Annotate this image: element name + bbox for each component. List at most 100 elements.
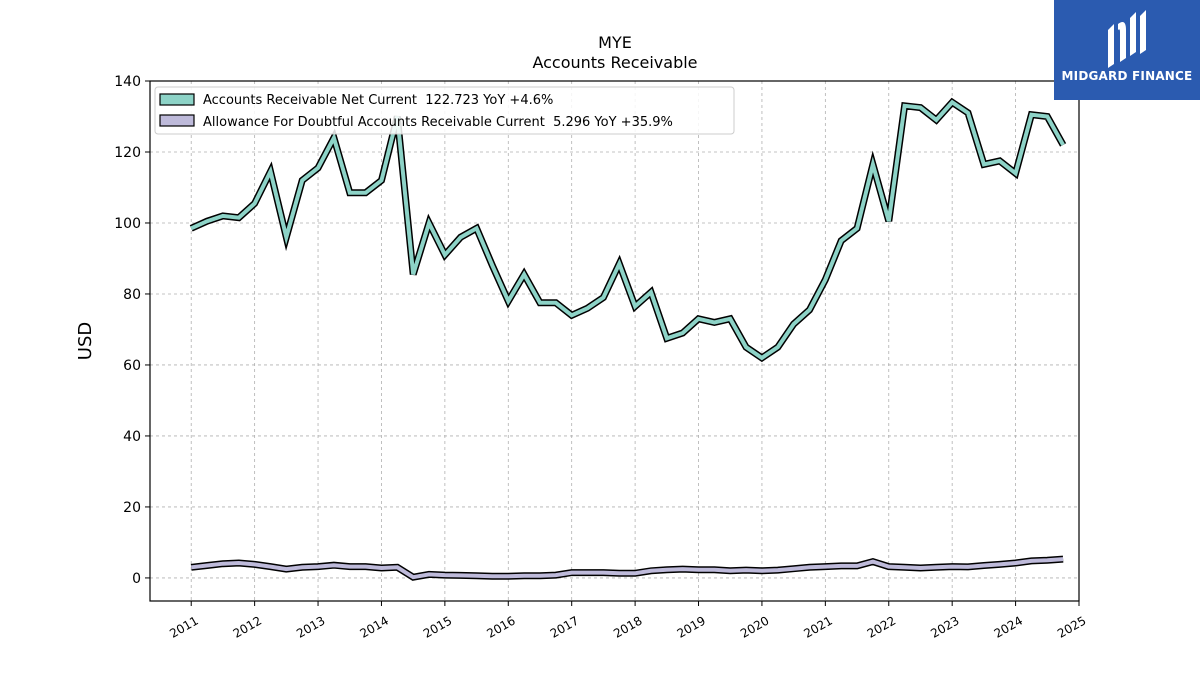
series-1-point xyxy=(823,565,827,569)
series-1-point xyxy=(300,565,304,569)
series-1-point xyxy=(697,568,701,572)
y-tick-label: 20 xyxy=(123,500,141,516)
y-tick-label: 0 xyxy=(132,571,141,587)
series-0-point xyxy=(728,317,732,321)
x-tick-label: 2012 xyxy=(231,613,264,640)
series-1-point xyxy=(1045,558,1049,562)
series-1-line xyxy=(190,557,1064,580)
brand-logo: MIDGARD FINANCE xyxy=(1054,0,1200,100)
series-1-point xyxy=(649,569,653,573)
legend-label-1: Allowance For Doubtful Accounts Receivab… xyxy=(203,115,673,130)
series-0-point xyxy=(221,214,225,218)
series-0-point xyxy=(443,253,447,257)
x-tick-label: 2024 xyxy=(992,613,1025,640)
x-tick-label: 2018 xyxy=(611,613,644,640)
legend-swatch-1 xyxy=(159,114,195,127)
series-0-point xyxy=(189,226,193,230)
series-1-point xyxy=(665,568,669,572)
series-1-point xyxy=(411,575,415,579)
series-1-point xyxy=(395,565,399,569)
series-1-point xyxy=(982,564,986,568)
series-1-point xyxy=(1061,557,1065,561)
series-0-point xyxy=(998,159,1002,163)
series-1-point xyxy=(348,565,352,569)
series-0-point xyxy=(697,317,701,321)
series-0-point xyxy=(205,219,209,223)
series-1-point xyxy=(887,565,891,569)
series-0-point xyxy=(475,226,479,230)
x-tick-label: 2020 xyxy=(738,613,771,640)
series-0-point xyxy=(808,308,812,312)
series-0-point xyxy=(649,290,653,294)
legend-box xyxy=(154,86,735,135)
series-1-point xyxy=(522,574,526,578)
legend-swatch-0 xyxy=(159,93,195,106)
series-0-point xyxy=(1029,113,1033,117)
series-1-point xyxy=(586,571,590,575)
series-0-point xyxy=(665,336,669,340)
series-1-point xyxy=(712,568,716,572)
series-1-point xyxy=(839,564,843,568)
x-tick-label: 2015 xyxy=(421,613,454,640)
series-1-point xyxy=(633,571,637,575)
series-0-point xyxy=(570,313,574,317)
series-1-point xyxy=(475,574,479,578)
series-1-point xyxy=(364,565,368,569)
series-1-point xyxy=(792,567,796,571)
series-0-point xyxy=(586,306,590,310)
series-1-point xyxy=(1014,561,1018,565)
series-0-point xyxy=(253,202,257,206)
x-tick-label: 2022 xyxy=(865,613,898,640)
series-1-point xyxy=(538,574,542,578)
series-0-point xyxy=(284,235,288,239)
series-0-point xyxy=(1061,143,1065,147)
series-0-point xyxy=(712,320,716,324)
series-1-point xyxy=(903,565,907,569)
series-0-line xyxy=(190,99,1065,361)
series-1-point xyxy=(617,571,621,575)
series-0-point xyxy=(950,100,954,104)
series-1-point xyxy=(966,565,970,569)
series-0-point xyxy=(554,301,558,305)
legend-label-0: Accounts Receivable Net Current 122.723 … xyxy=(203,93,553,108)
series-0-point xyxy=(823,278,827,282)
series-0-point xyxy=(522,272,526,276)
series-0-point xyxy=(427,221,431,225)
series-1-point xyxy=(919,566,923,570)
x-tick-label: 2019 xyxy=(675,613,708,640)
series-1-point xyxy=(744,568,748,572)
y-tick-label: 140 xyxy=(114,74,141,90)
series-0-point xyxy=(760,356,764,360)
series-0-point xyxy=(617,262,621,266)
series-0-point xyxy=(332,136,336,140)
series-1-point xyxy=(316,565,320,569)
midgard-logo-icon xyxy=(1108,10,1146,68)
series-0-point xyxy=(411,272,415,276)
series-0-point xyxy=(871,162,875,166)
series-0-point xyxy=(490,264,494,268)
y-tick-label: 40 xyxy=(123,429,141,445)
series-0-point xyxy=(1014,171,1018,175)
series-1-point xyxy=(332,563,336,567)
x-tick-label: 2021 xyxy=(801,613,834,640)
series-0-point xyxy=(839,239,843,243)
series-0-point xyxy=(966,111,970,115)
series-1-point xyxy=(459,573,463,577)
chart-subtitle: Accounts Receivable xyxy=(532,53,697,72)
series-1-point xyxy=(776,568,780,572)
series-0-point xyxy=(380,178,384,182)
series-1-point xyxy=(380,566,384,570)
series-0-point xyxy=(776,345,780,349)
series-1-point xyxy=(427,572,431,576)
ticks: 0 20 40 60 80 100 120 140 2011 2012 2013 2014 2015 20… xyxy=(114,74,1088,641)
series-0-point xyxy=(633,304,637,308)
series-0-point xyxy=(300,178,304,182)
series-1-point xyxy=(490,574,494,578)
x-tick-label: 2016 xyxy=(484,613,517,640)
series-0-point xyxy=(681,331,685,335)
legend: Accounts Receivable Net Current 122.723 … xyxy=(154,86,735,135)
series-1-point xyxy=(253,562,257,566)
y-tick-label: 80 xyxy=(123,287,141,303)
series-0-point xyxy=(934,118,938,122)
series-1-point xyxy=(284,567,288,571)
